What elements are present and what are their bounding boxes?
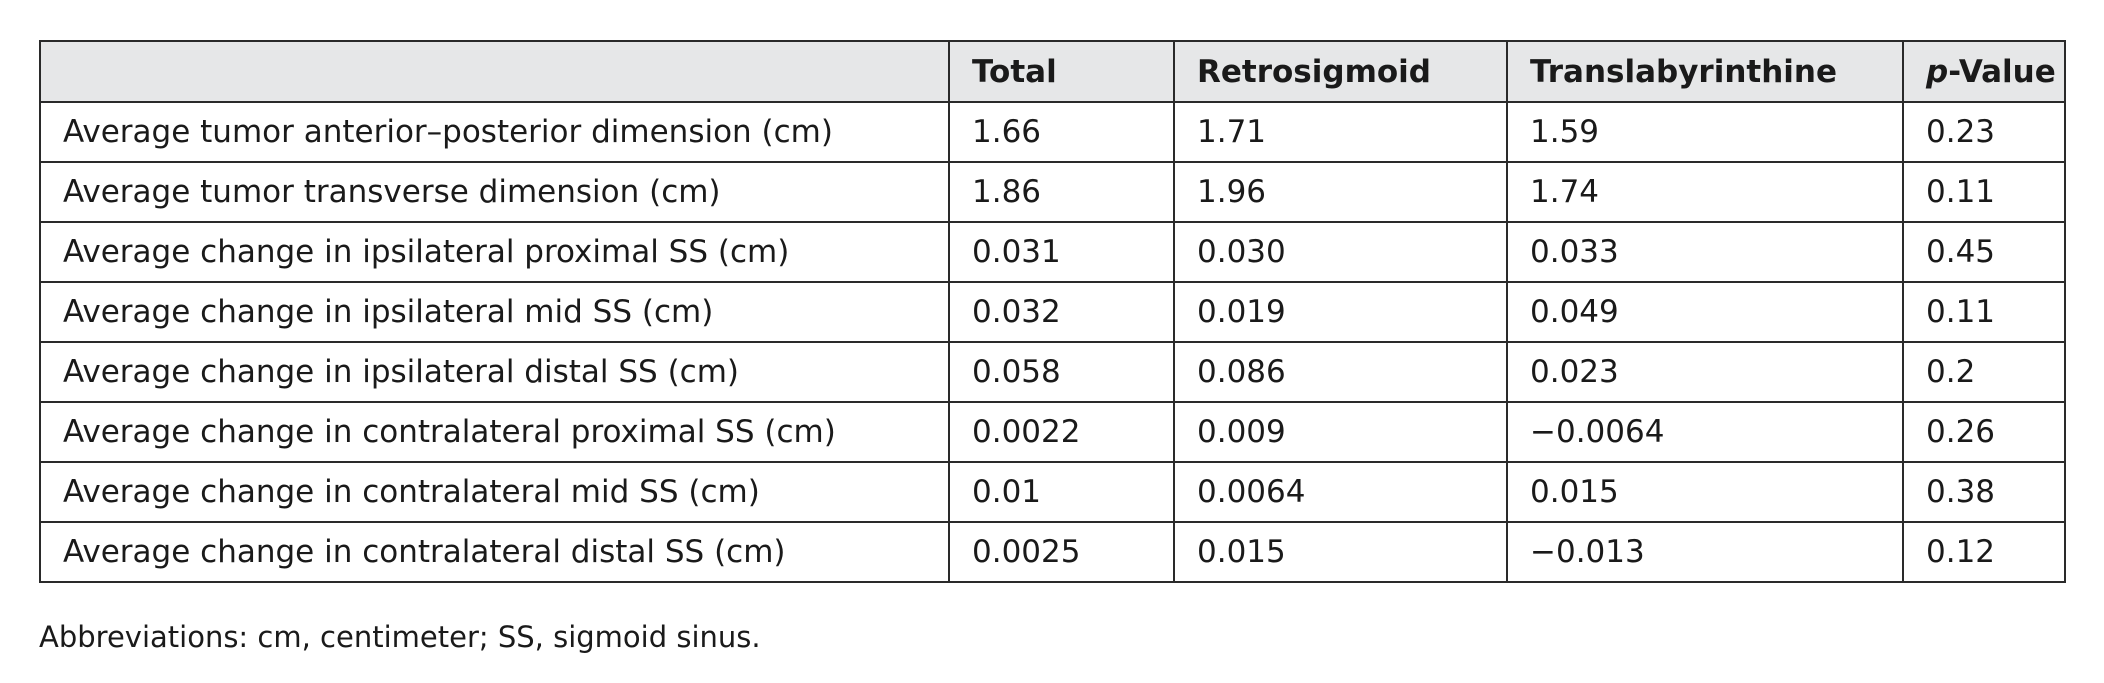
retrosigmoid-cell: 0.0064 xyxy=(1173,461,1508,523)
table-row: Average change in contralateral mid SS (… xyxy=(39,461,2066,523)
header-translabyrinthine: Translabyrinthine xyxy=(1506,40,1904,103)
total-cell: 0.0022 xyxy=(948,401,1175,463)
table-row: Average change in contralateral proximal… xyxy=(39,401,2066,463)
header-row: Total Retrosigmoid Translabyrinthine p-V… xyxy=(39,40,2066,103)
translabyrinthine-cell: 0.015 xyxy=(1506,461,1904,523)
translabyrinthine-cell: −0.013 xyxy=(1506,521,1904,583)
p-value-cell: 0.38 xyxy=(1902,461,2066,523)
comparison-table: Total Retrosigmoid Translabyrinthine p-V… xyxy=(39,40,2066,583)
row-label: Average tumor anterior–posterior dimensi… xyxy=(39,101,950,163)
retrosigmoid-cell: 0.019 xyxy=(1173,281,1508,343)
total-cell: 0.0025 xyxy=(948,521,1175,583)
total-cell: 0.032 xyxy=(948,281,1175,343)
row-label: Average change in contralateral proximal… xyxy=(39,401,950,463)
table-row: Average change in ipsilateral proximal S… xyxy=(39,221,2066,283)
header-retrosigmoid: Retrosigmoid xyxy=(1173,40,1508,103)
row-label: Average change in ipsilateral distal SS … xyxy=(39,341,950,403)
data-table-container: Total Retrosigmoid Translabyrinthine p-V… xyxy=(39,40,2066,583)
p-value-cell: 0.11 xyxy=(1902,281,2066,343)
retrosigmoid-cell: 0.030 xyxy=(1173,221,1508,283)
retrosigmoid-cell: 1.96 xyxy=(1173,161,1508,223)
header-empty-cell xyxy=(39,40,950,103)
table-row: Average tumor transverse dimension (cm) … xyxy=(39,161,2066,223)
table-row: Average change in ipsilateral distal SS … xyxy=(39,341,2066,403)
translabyrinthine-cell: 0.049 xyxy=(1506,281,1904,343)
p-value-cell: 0.23 xyxy=(1902,101,2066,163)
p-value-italic-p: p xyxy=(1926,53,1949,90)
p-value-cell: 0.2 xyxy=(1902,341,2066,403)
p-value-cell: 0.12 xyxy=(1902,521,2066,583)
total-cell: 1.86 xyxy=(948,161,1175,223)
row-label: Average change in ipsilateral proximal S… xyxy=(39,221,950,283)
p-value-rest: -Value xyxy=(1948,53,2056,90)
retrosigmoid-cell: 0.015 xyxy=(1173,521,1508,583)
total-cell: 1.66 xyxy=(948,101,1175,163)
p-value-cell: 0.45 xyxy=(1902,221,2066,283)
table-row: Average change in ipsilateral mid SS (cm… xyxy=(39,281,2066,343)
translabyrinthine-cell: 0.023 xyxy=(1506,341,1904,403)
translabyrinthine-cell: 0.033 xyxy=(1506,221,1904,283)
table-body: Average tumor anterior–posterior dimensi… xyxy=(39,101,2066,583)
total-cell: 0.031 xyxy=(948,221,1175,283)
p-value-cell: 0.26 xyxy=(1902,401,2066,463)
table-row: Average tumor anterior–posterior dimensi… xyxy=(39,101,2066,163)
row-label: Average change in ipsilateral mid SS (cm… xyxy=(39,281,950,343)
p-value-cell: 0.11 xyxy=(1902,161,2066,223)
abbreviations-footnote: Abbreviations: cm, centimeter; SS, sigmo… xyxy=(39,620,761,654)
translabyrinthine-cell: 1.74 xyxy=(1506,161,1904,223)
retrosigmoid-cell: 0.009 xyxy=(1173,401,1508,463)
total-cell: 0.058 xyxy=(948,341,1175,403)
table-row: Average change in contralateral distal S… xyxy=(39,521,2066,583)
retrosigmoid-cell: 1.71 xyxy=(1173,101,1508,163)
total-cell: 0.01 xyxy=(948,461,1175,523)
header-total: Total xyxy=(948,40,1175,103)
row-label: Average change in contralateral mid SS (… xyxy=(39,461,950,523)
translabyrinthine-cell: −0.0064 xyxy=(1506,401,1904,463)
row-label: Average change in contralateral distal S… xyxy=(39,521,950,583)
header-p-value: p-Value xyxy=(1902,40,2066,103)
row-label: Average tumor transverse dimension (cm) xyxy=(39,161,950,223)
retrosigmoid-cell: 0.086 xyxy=(1173,341,1508,403)
translabyrinthine-cell: 1.59 xyxy=(1506,101,1904,163)
